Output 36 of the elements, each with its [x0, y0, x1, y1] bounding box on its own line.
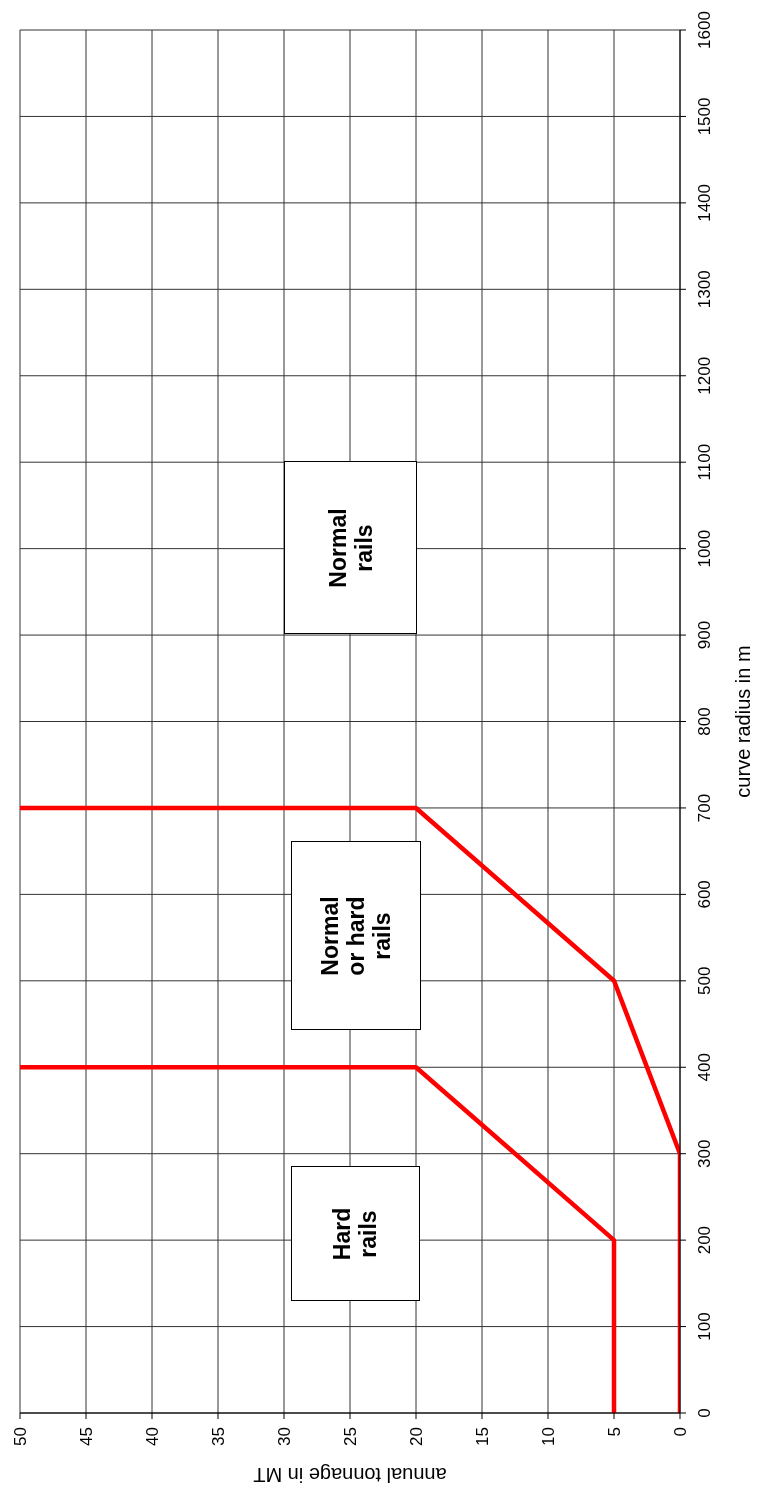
y-tick-label: 300 — [694, 1139, 714, 1168]
x-tick-label: 0 — [670, 1427, 690, 1437]
y-tick-label: 1300 — [694, 270, 714, 309]
y-tick-label: 900 — [694, 620, 714, 650]
y-tick-label: 1500 — [694, 97, 714, 136]
text-box: Normal or hard rails — [291, 841, 421, 1030]
y-tick-label: 700 — [694, 793, 714, 823]
x-axis-title: annual tonnage in MT — [253, 1464, 447, 1486]
annotation: Hard rails — [329, 1207, 382, 1260]
y-tick-label: 1400 — [694, 183, 714, 222]
y-tick-label: 400 — [694, 1053, 714, 1082]
y-tick-label: 1200 — [694, 356, 714, 395]
y-tick-label: 1100 — [694, 443, 714, 481]
x-tick-label: 35 — [208, 1427, 228, 1446]
y-tick-label: 100 — [694, 1312, 714, 1341]
x-tick-label: 20 — [406, 1427, 426, 1446]
y-axis-title: curve radius in m — [732, 645, 754, 798]
y-tick-label: 500 — [694, 966, 714, 995]
y-tick-label: 0 — [694, 1408, 714, 1418]
annotation: Normal rails — [324, 507, 377, 588]
y-tick-label: 1000 — [694, 529, 714, 568]
annotation: Normal or hard rails — [317, 895, 395, 976]
y-tick-label: 600 — [694, 880, 714, 909]
x-tick-label: 40 — [142, 1427, 162, 1446]
y-tick-label: 1600 — [694, 11, 714, 49]
x-tick-label: 5 — [604, 1427, 624, 1437]
x-tick-label: 50 — [10, 1427, 30, 1446]
x-tick-label: 25 — [340, 1427, 360, 1446]
y-tick-label: 800 — [694, 707, 714, 736]
y-tick-label: 200 — [694, 1225, 714, 1255]
x-tick-label: 30 — [274, 1427, 294, 1446]
x-tick-label: 45 — [76, 1427, 96, 1446]
text-box: Normal rails — [284, 461, 417, 634]
text-box: Hard rails — [291, 1166, 420, 1301]
x-tick-label: 10 — [538, 1427, 558, 1446]
x-tick-label: 15 — [472, 1427, 492, 1446]
